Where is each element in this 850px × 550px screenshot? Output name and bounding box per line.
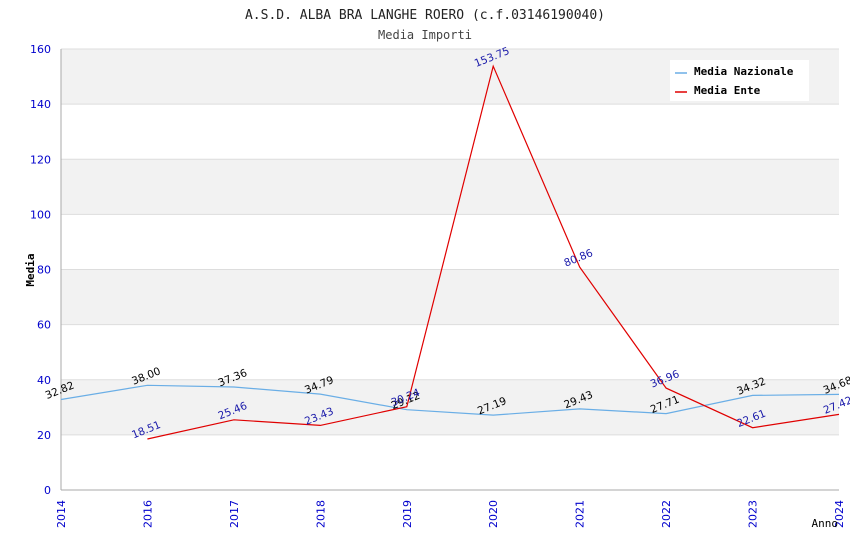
grid-band xyxy=(61,159,839,215)
y-tick-label: 20 xyxy=(37,429,51,442)
y-tick-label: 80 xyxy=(37,264,51,277)
x-tick-label: 2014 xyxy=(55,500,68,528)
y-tick-label: 140 xyxy=(30,98,51,111)
y-tick-label: 160 xyxy=(30,43,51,56)
x-tick-label: 2020 xyxy=(487,500,500,528)
y-tick-label: 40 xyxy=(37,374,51,387)
series-line-media-ente xyxy=(147,64,840,440)
chart-subtitle: Media Importi xyxy=(378,28,472,42)
plot-area xyxy=(60,48,839,491)
y-tick-label: 100 xyxy=(30,208,51,221)
y-axis: 0 20 40 60 80 100 120 140 160 xyxy=(30,43,51,497)
x-tick-label: 2022 xyxy=(660,500,673,528)
legend-box xyxy=(670,60,809,101)
legend: Media Nazionale Media Ente xyxy=(670,60,809,101)
legend-label-media-nazionale: Media Nazionale xyxy=(694,65,794,78)
legend-label-media-ente: Media Ente xyxy=(694,84,761,97)
y-tick-label: 60 xyxy=(37,319,51,332)
y-tick-label: 120 xyxy=(30,153,51,166)
x-tick-label: 2016 xyxy=(141,500,154,528)
series-line-media-nazionale xyxy=(60,384,840,416)
x-tick-label: 2017 xyxy=(228,500,241,528)
x-axis-label: Anno xyxy=(812,517,839,530)
x-tick-label: 2021 xyxy=(574,500,587,528)
grid-band xyxy=(61,379,839,435)
x-tick-label: 2019 xyxy=(401,500,414,528)
chart-title: A.S.D. ALBA BRA LANGHE ROERO (c.f.031461… xyxy=(245,8,605,23)
y-tick-label: 0 xyxy=(44,484,51,497)
x-tick-label: 2018 xyxy=(314,500,327,528)
grid-band xyxy=(61,269,839,325)
x-axis: 2014 2016 2017 2018 2019 2020 2021 2022 2023 2024 xyxy=(55,500,846,528)
y-axis-label: Media xyxy=(24,253,37,286)
x-tick-label: 2023 xyxy=(747,500,760,528)
x-tick-label: 2024 xyxy=(833,500,846,528)
